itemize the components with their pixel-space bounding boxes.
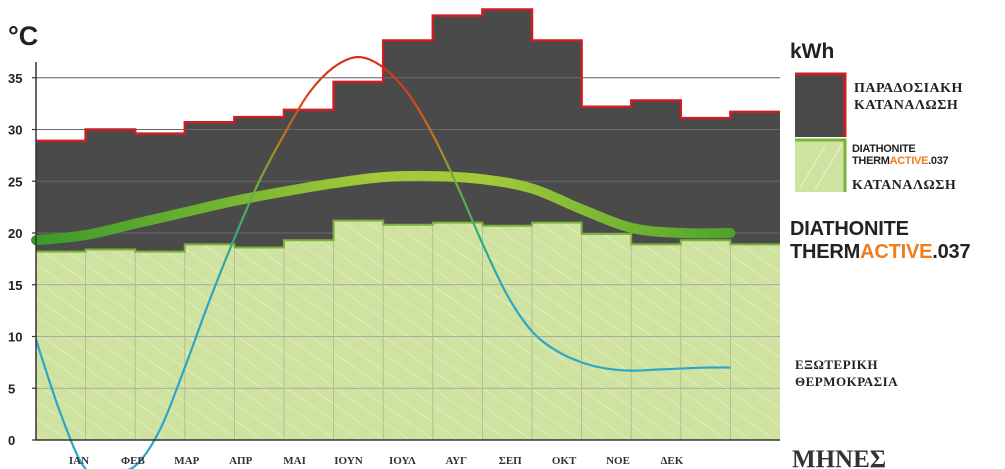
- thermactive-consumption-area: [36, 220, 780, 440]
- x-category-label: ΜΑΙ: [283, 455, 306, 467]
- x-category-label: ΑΠΡ: [229, 455, 253, 467]
- legend-thermactive-small-line2: THERMACTIVE.037: [852, 155, 949, 167]
- external-temperature-line: [34, 55, 731, 469]
- y-tick-label: 30: [8, 123, 22, 138]
- big-active: ACTIVE: [860, 241, 933, 263]
- y-unit-label: °C: [8, 21, 38, 51]
- x-category-label: ΙΟΥΝ: [334, 455, 362, 467]
- x-category-label: ΙΑΝ: [69, 455, 89, 467]
- big-therm: THERM: [790, 241, 861, 263]
- x-category-labels: ΙΑΝ ΦΕΒ ΜΑΡ ΑΠΡ ΜΑΙ ΙΟΥΝ ΙΟΥΛ ΑΥΓ ΣΕΠ ΟΚΤ ΝΟΕ ΔΕΚ: [69, 455, 684, 467]
- consumption-areas: [36, 8, 780, 440]
- y-tick-label: 10: [8, 330, 22, 345]
- legend-traditional-line2: ΚΑΤΑΝΑΛΩΣΗ: [854, 98, 959, 113]
- y-tick-label: 5: [8, 381, 15, 396]
- legend-traditional-swatch: [795, 72, 847, 137]
- x-category-label: ΙΟΥΛ: [389, 455, 416, 467]
- x-category-label: ΟΚΤ: [552, 455, 577, 467]
- x-axis-label: ΜΗΝΕΣ: [792, 446, 886, 469]
- legend-thermactive-swatch: [795, 138, 847, 192]
- x-category-label: ΜΑΡ: [174, 455, 199, 467]
- big-num: .037: [932, 241, 971, 263]
- thermactive-line-label: DIATHONITE THERMACTIVE.037: [790, 218, 971, 264]
- x-category-label: ΦΕΒ: [121, 455, 145, 467]
- external-temperature-label: ΕΞΩΤΕΡΙΚΗ ΘΕΡΜΟΚΡΑΣΙΑ: [795, 356, 898, 390]
- legend-traditional-line1: ΠΑΡΑΔΟΣΙΑΚΗ: [854, 81, 963, 96]
- y2-unit-label: kWh: [790, 40, 834, 63]
- y-tick-labels: 0 5 10 15 20 25 30 35: [8, 71, 36, 448]
- x-category-label: ΔΕΚ: [661, 455, 684, 467]
- y-tick-label: 25: [8, 174, 22, 189]
- legend-thermactive-small-line1: DIATHONITE: [852, 143, 916, 155]
- legend-traditional-label: ΠΑΡΑΔΟΣΙΑΚΗ ΚΑΤΑΝΑΛΩΣΗ: [854, 80, 963, 114]
- traditional-consumption-edge: [36, 8, 780, 143]
- legend-small-active: ACTIVE: [889, 155, 929, 167]
- thermactive-line-label-line1: DIATHONITE: [790, 218, 909, 240]
- x-category-label: ΣΕΠ: [499, 455, 523, 467]
- legend-small-therm: THERM: [852, 155, 890, 167]
- y-tick-label: 20: [8, 226, 22, 241]
- legend-thermactive-small-label: DIATHONITE THERMACTIVE.037: [852, 143, 949, 167]
- series-lines: [31, 55, 736, 469]
- legend-small-num: .037: [928, 155, 949, 167]
- y-tick-label: 15: [8, 278, 22, 293]
- thermactive-line: [31, 170, 736, 246]
- x-category-label: ΝΟΕ: [606, 455, 630, 467]
- x-category-label: ΑΥΓ: [446, 455, 467, 467]
- y-tick-label: 0: [8, 433, 15, 448]
- thermactive-line-label-line2: THERMACTIVE.037: [790, 241, 971, 264]
- legend-thermactive-consumption-label: ΚΑΤΑΝΑΛΩΣΗ: [852, 178, 957, 193]
- external-temperature-line1: ΕΞΩΤΕΡΙΚΗ: [795, 357, 878, 372]
- y-tick-label: 35: [8, 71, 22, 86]
- external-temperature-line2: ΘΕΡΜΟΚΡΑΣΙΑ: [795, 374, 899, 389]
- axes: [35, 62, 780, 441]
- thermactive-consumption-edge: [36, 219, 780, 253]
